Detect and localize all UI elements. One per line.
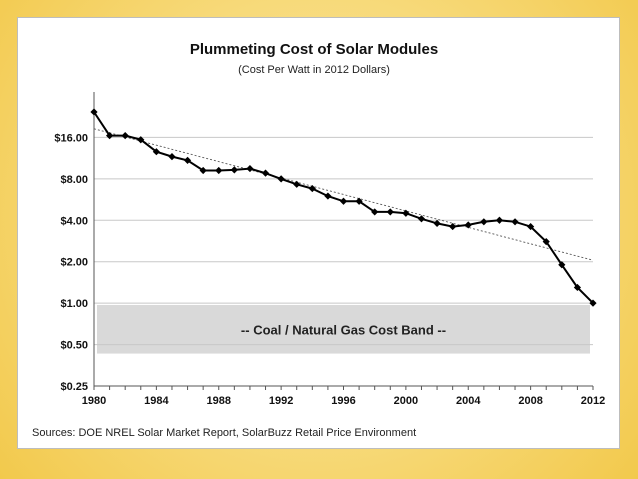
data-point: [168, 153, 176, 161]
data-point: [152, 148, 160, 156]
band-label: -- Coal / Natural Gas Cost Band --: [241, 322, 446, 337]
data-point: [215, 166, 223, 175]
x-tick-label: 1980: [82, 395, 106, 407]
chart-title: Plummeting Cost of Solar Modules: [190, 41, 438, 58]
data-point: [246, 164, 254, 173]
data-point: [417, 215, 426, 223]
y-tick-labels: $0.25 $0.50 $1.00 $2.00 $4.00 $8.00 $16.00: [54, 132, 88, 393]
x-tick-label: 1996: [331, 395, 355, 407]
x-tick-labels: 1980 1984 1988 1992 1996 2000 2004 2008 2012: [82, 395, 605, 407]
data-point: [542, 238, 550, 246]
data-point: [183, 156, 192, 164]
data-point: [324, 192, 332, 200]
data-point: [339, 197, 348, 205]
data-point: [433, 219, 441, 227]
data-point: [495, 216, 504, 224]
data-point: [277, 175, 285, 183]
x-tick-label: 1992: [269, 395, 293, 407]
data-point: [293, 180, 301, 188]
x-tick-label: 2004: [456, 395, 481, 407]
series-line: [93, 111, 594, 304]
data-point: [121, 131, 129, 140]
data-point: [480, 218, 488, 226]
y-tick-label: $2.00: [60, 257, 88, 269]
data-point: [511, 218, 519, 226]
data-point: [308, 184, 316, 193]
source-note: Sources: DOE NREL Solar Market Report, S…: [32, 427, 416, 439]
chart-subtitle: (Cost Per Watt in 2012 Dollars): [238, 64, 390, 76]
data-point: [464, 221, 472, 229]
data-point: [105, 131, 114, 140]
data-point: [355, 197, 363, 205]
data-point: [137, 136, 145, 144]
trend-line: [93, 128, 594, 261]
x-tick-label: 2012: [581, 395, 605, 407]
data-point: [589, 299, 597, 307]
data-point: [449, 222, 457, 231]
y-tick-label: $0.50: [60, 340, 88, 352]
x-tick-label: 1984: [144, 395, 169, 407]
y-tick-label: $16.00: [54, 132, 88, 144]
data-point: [402, 209, 410, 217]
data-point: [90, 108, 98, 116]
y-tick-label: $8.00: [60, 174, 88, 186]
chart-card: -- Coal / Natural Gas Cost Band -- $0.25…: [17, 17, 620, 449]
data-point: [573, 283, 582, 292]
data-point: [261, 169, 270, 177]
data-point: [230, 166, 238, 174]
data-points: [90, 108, 597, 307]
y-tick-label: $0.25: [60, 381, 88, 393]
data-point: [371, 208, 379, 216]
data-point: [199, 166, 207, 175]
y-tick-label: $1.00: [60, 298, 88, 310]
coal-gas-cost-band: [97, 304, 590, 354]
x-tick-label: 1988: [207, 395, 231, 407]
gridlines: [94, 136, 593, 346]
chart: -- Coal / Natural Gas Cost Band -- $0.25…: [32, 41, 605, 439]
data-point: [558, 261, 566, 269]
x-tick-label: 2000: [394, 395, 418, 407]
x-tick-label: 2008: [518, 395, 542, 407]
axes: [93, 92, 594, 390]
y-tick-label: $4.00: [60, 215, 88, 227]
data-point: [527, 222, 535, 231]
data-point: [386, 208, 394, 216]
